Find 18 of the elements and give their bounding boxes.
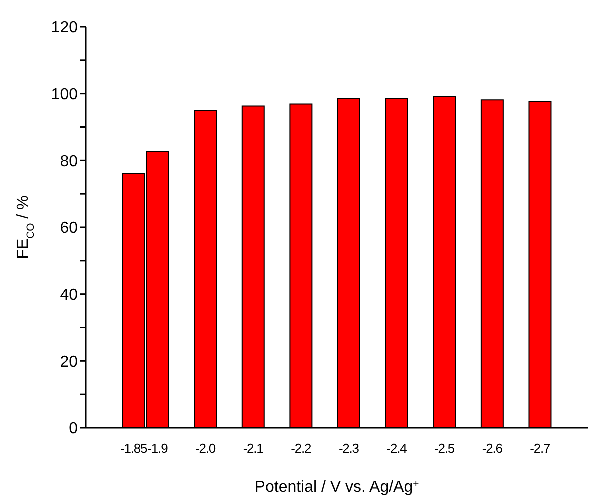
x-tick-label: -2.7 — [530, 441, 551, 456]
x-tick-label: -2.3 — [338, 441, 360, 456]
y-tick-label: 40 — [60, 287, 78, 304]
x-tick-label: -2.1 — [243, 441, 264, 456]
y-tick-label: 100 — [51, 86, 78, 104]
x-tick-label: -2.6 — [482, 441, 503, 456]
y-tick-label: 60 — [60, 220, 78, 238]
y-tick-label: 0 — [69, 420, 78, 438]
x-tick-label: -2.5 — [434, 441, 455, 456]
x-tick-label: -2.2 — [291, 441, 312, 456]
x-axis-title: Potential / V vs. Ag/Ag$^{+}$ — [254, 478, 420, 496]
x-tick-label: -1.9 — [148, 441, 168, 456]
y-tick-label: 20 — [60, 354, 78, 371]
y-tick-label: 80 — [60, 153, 78, 170]
x-tick-label: -2.0 — [196, 441, 216, 456]
y-tick-label: 120 — [51, 20, 78, 37]
x-tick-label: -2.4 — [386, 441, 408, 456]
x-tick-label: -1.85 — [120, 441, 148, 456]
